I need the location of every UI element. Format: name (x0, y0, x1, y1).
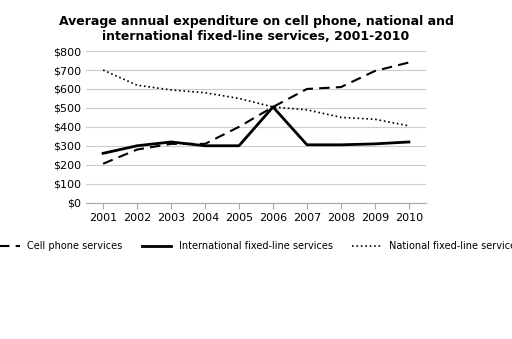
Legend: Cell phone services, International fixed-line services, National fixed-line serv: Cell phone services, International fixed… (0, 237, 512, 255)
Title: Average annual expenditure on cell phone, national and
international fixed-line : Average annual expenditure on cell phone… (58, 15, 454, 43)
